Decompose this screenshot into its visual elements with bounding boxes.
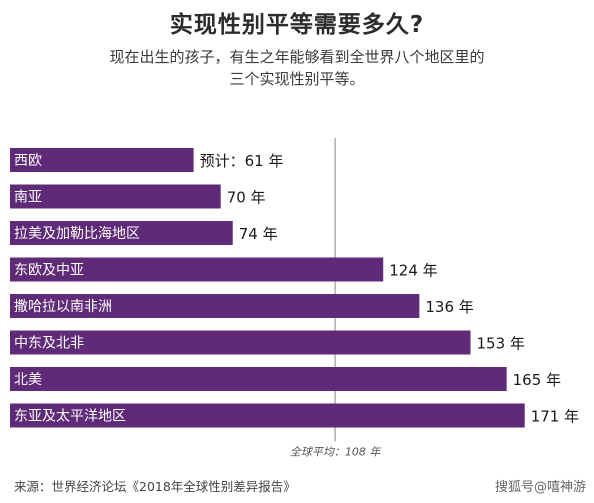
bar-4 bbox=[10, 294, 420, 318]
bar-category-label: 东欧及中亚 bbox=[14, 263, 84, 279]
average-label: 全球平均：108 年 bbox=[290, 446, 381, 459]
chart-subtitle-line-1: 现在出生的孩子，有生之年能够看到全世界八个地区里的 bbox=[109, 48, 485, 66]
chart-title: 实现性别平等需要多久? bbox=[169, 12, 425, 38]
bar-6 bbox=[10, 367, 507, 391]
watermark: 搜狐号@嘻神游 bbox=[494, 480, 586, 495]
bar-value-label: 153 年 bbox=[477, 335, 525, 353]
bar-3 bbox=[10, 257, 384, 282]
bar-0 bbox=[10, 148, 194, 172]
bar-value-label: 165 年 bbox=[513, 371, 561, 389]
bar-category-label: 撒哈拉以南非洲 bbox=[14, 299, 112, 315]
bar-1 bbox=[10, 184, 221, 209]
bar-value-label: 124 年 bbox=[389, 262, 437, 280]
bar-2 bbox=[10, 221, 233, 245]
bar-5 bbox=[10, 330, 471, 355]
bar-value-label: 171 年 bbox=[531, 408, 579, 426]
bar-category-label: 中东及北非 bbox=[14, 336, 84, 352]
bar-category-label: 东亚及太平洋地区 bbox=[14, 409, 126, 425]
bar-value-label: 70 年 bbox=[227, 189, 266, 207]
bar-category-label: 拉美及加勒比海地区 bbox=[14, 226, 140, 242]
bar-value-label: 预计：61 年 bbox=[200, 152, 284, 170]
bar-category-label: 北美 bbox=[14, 372, 42, 388]
bar-category-label: 南亚 bbox=[14, 190, 42, 206]
chart-subtitle-line-2: 三个实现性别平等。 bbox=[229, 70, 365, 88]
bar-value-label: 74 年 bbox=[239, 225, 278, 243]
bar-7 bbox=[10, 403, 525, 428]
bar-value-label: 136 年 bbox=[425, 298, 473, 316]
bar-category-label: 西欧 bbox=[14, 153, 42, 169]
chart-header: 实现性别平等需要多久? 现在出生的孩子，有生之年能够看到全世界八个地区里的 三个… bbox=[0, 10, 594, 90]
source-note: 来源：世界经济论坛《2018年全球性别差异报告》 bbox=[14, 479, 296, 494]
